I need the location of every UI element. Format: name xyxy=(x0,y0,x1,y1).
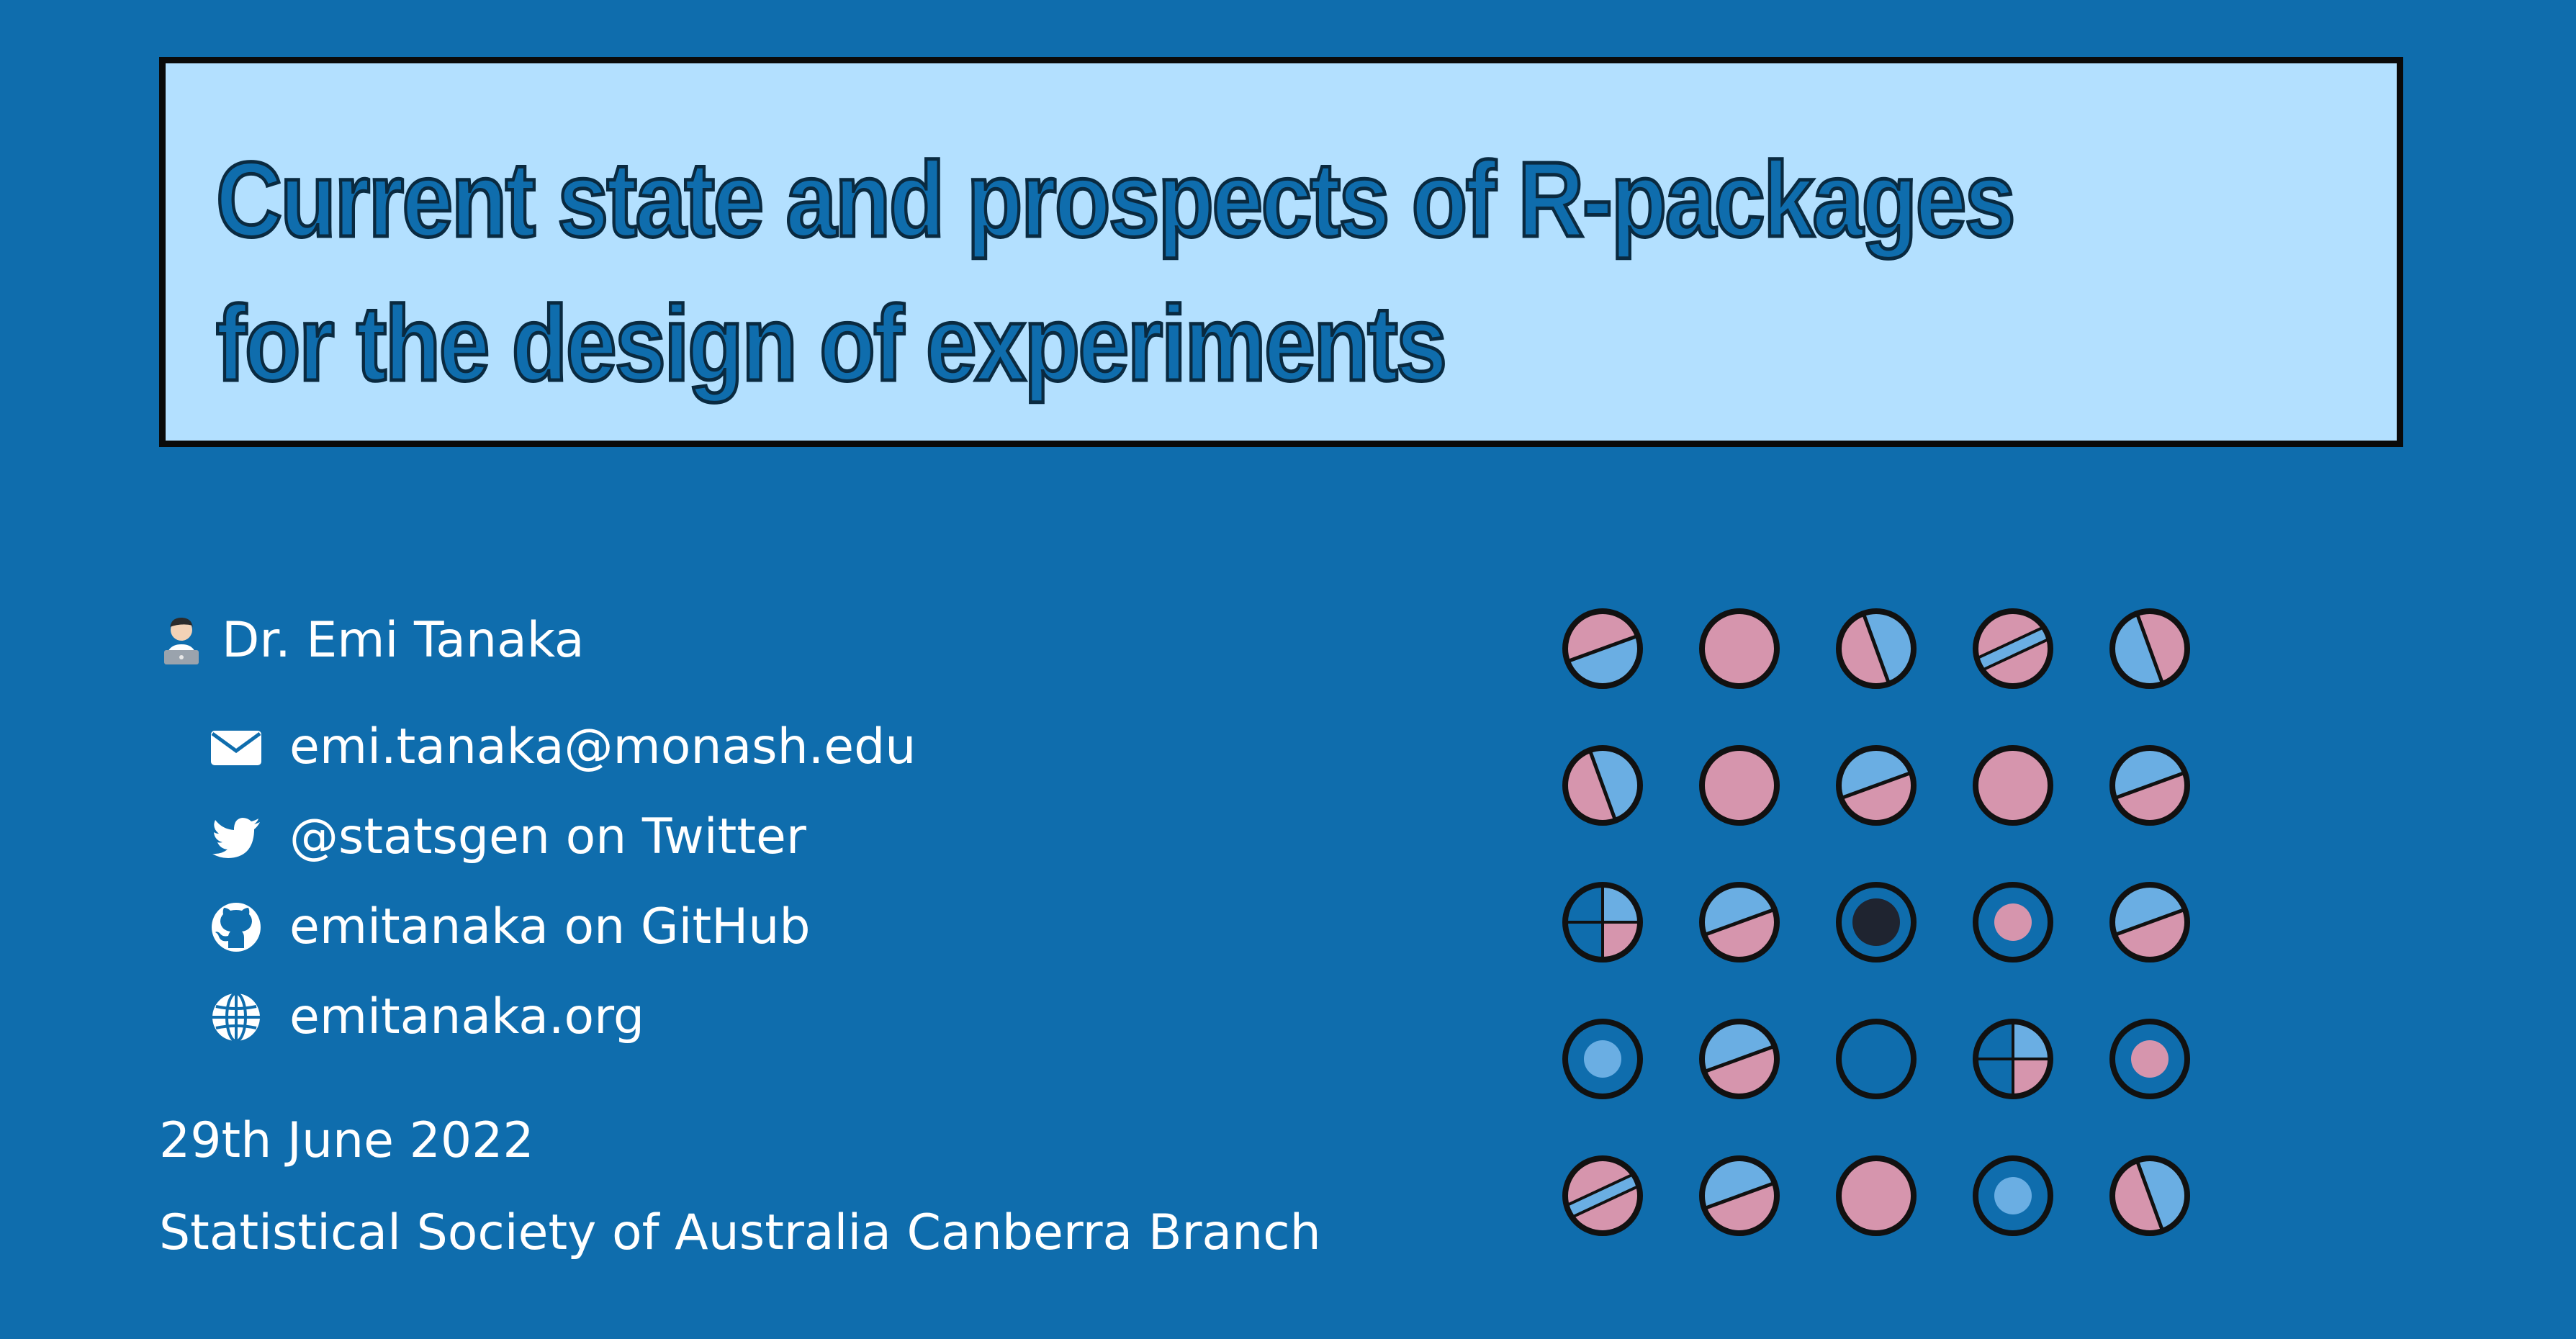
dot-bullseye-dark xyxy=(1836,882,1917,962)
event-name: Statistical Society of Australia Canberr… xyxy=(159,1204,1321,1261)
dot-split-pink-top xyxy=(1562,608,1643,689)
dot-stripe-pink-blue xyxy=(1562,1155,1643,1236)
dot-split-blue-top xyxy=(1699,1155,1780,1236)
title-line-1: Current state and prospects of R-package… xyxy=(215,139,2017,261)
dot-split-blue-left xyxy=(2109,608,2190,689)
author: Dr. Emi Tanaka xyxy=(160,608,585,673)
dot-empty xyxy=(1836,1019,1917,1099)
dot-ring-blue-center xyxy=(1973,1155,2053,1236)
technologist-emoji xyxy=(164,618,199,664)
dot-grid-graphic xyxy=(1562,608,2190,1236)
dot-split-blue-top xyxy=(1699,1019,1780,1099)
github-link[interactable]: emitanaka on GitHub xyxy=(289,898,811,955)
dot-split-pink-left xyxy=(2109,1155,2190,1236)
dot-split-blue-top xyxy=(2109,882,2190,962)
dot-solid-pink xyxy=(1836,1155,1917,1236)
dot-solid-pink xyxy=(1699,745,1780,826)
dot-ring-pink-center xyxy=(1973,882,2053,962)
contact-website[interactable]: emitanaka.org xyxy=(209,972,916,1062)
dot-split-pink-left xyxy=(1562,745,1643,826)
contact-twitter[interactable]: @statsgen on Twitter xyxy=(209,792,916,882)
dot-split-blue-top xyxy=(1699,882,1780,962)
dot-quad xyxy=(1973,1019,2053,1099)
envelope-icon xyxy=(209,720,264,775)
dot-split-blue-top xyxy=(2109,745,2190,826)
twitter-link[interactable]: @statsgen on Twitter xyxy=(289,808,806,865)
website-link[interactable]: emitanaka.org xyxy=(289,988,645,1045)
dot-ring-pink-center xyxy=(2109,1019,2190,1099)
twitter-icon xyxy=(209,810,264,865)
dot-grid xyxy=(1555,601,2203,1249)
dot-solid-pink xyxy=(1699,608,1780,689)
dot-split-blue-top xyxy=(1836,745,1917,826)
globe-icon xyxy=(209,990,264,1045)
dot-solid-pink xyxy=(1973,745,2053,826)
dot-stripe-pink-blue xyxy=(1973,608,2053,689)
dot-split-pink-left xyxy=(1836,608,1917,689)
title-line-2: for the design of experiments xyxy=(215,283,1449,405)
title-box: Current state and prospects of R-package… xyxy=(159,57,2403,447)
contact-github[interactable]: emitanaka on GitHub xyxy=(209,882,916,972)
email-link[interactable]: emi.tanaka@monash.edu xyxy=(289,718,917,775)
dot-ring-blue-center xyxy=(1562,1019,1643,1099)
page-title: Current state and prospects of R-package… xyxy=(215,128,2017,416)
contact-list: emi.tanaka@monash.edu @statsgen on Twitt… xyxy=(209,702,916,1062)
dot-quad xyxy=(1562,882,1643,962)
contact-email[interactable]: emi.tanaka@monash.edu xyxy=(209,702,916,792)
github-icon xyxy=(209,900,264,955)
author-name: Dr. Emi Tanaka xyxy=(222,612,585,669)
presentation-date: 29th June 2022 xyxy=(159,1112,534,1169)
